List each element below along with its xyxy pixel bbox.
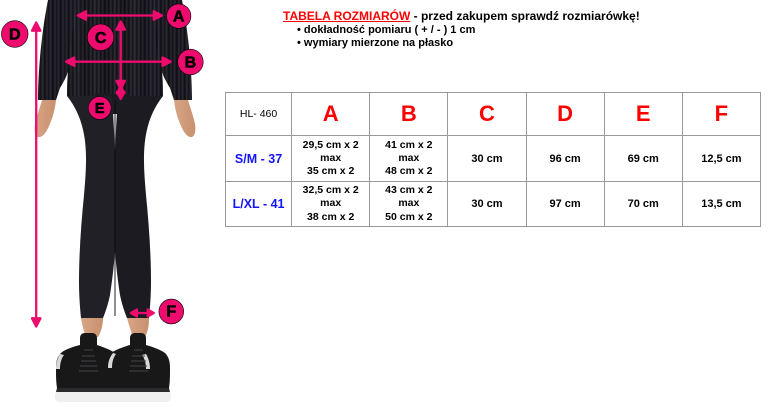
svg-text:E: E [95, 101, 105, 117]
svg-text:F: F [166, 304, 176, 321]
svg-text:B: B [185, 54, 197, 71]
svg-text:D: D [9, 27, 21, 44]
svg-text:A: A [173, 8, 185, 25]
svg-text:C: C [95, 30, 107, 47]
